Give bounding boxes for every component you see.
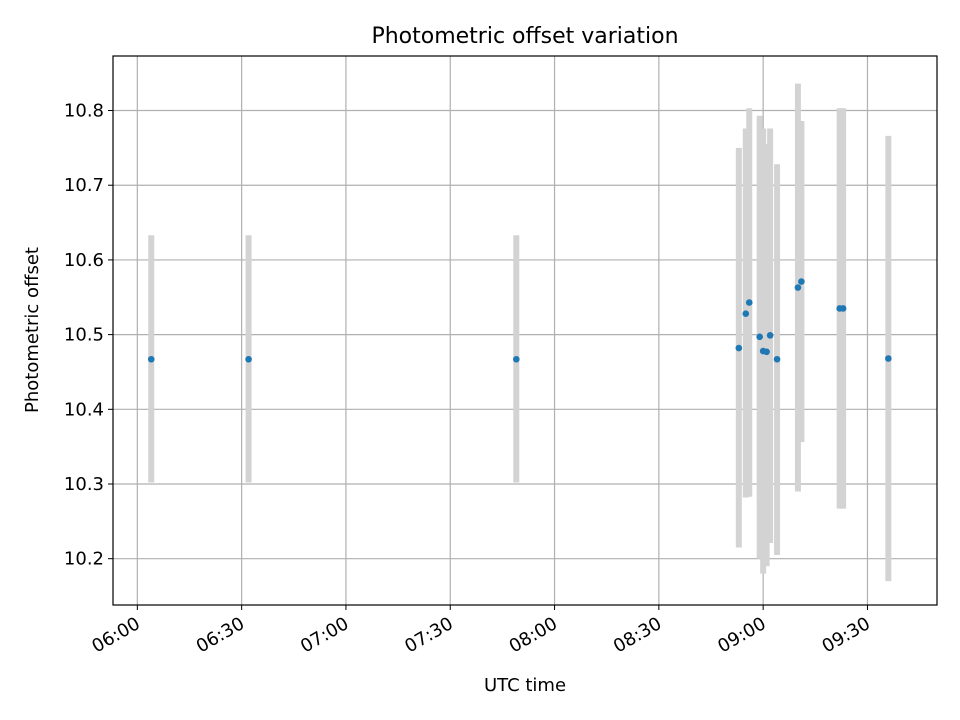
data-point-3 [735,344,743,352]
data-point-15 [885,355,892,362]
data-point-14 [839,305,847,312]
y-tick-label-4: 10.6 [64,250,104,271]
y-tick-label-5: 10.7 [64,175,104,196]
data-point-1 [245,355,252,363]
y-tick-label-3: 10.5 [64,325,104,346]
x-tick-label-6: 09:00 [714,613,769,657]
y-tick-label-1: 10.3 [64,474,104,495]
x-tick-label-2: 07:00 [297,613,352,657]
data-point-2 [513,355,520,363]
y-tick-label-2: 10.4 [64,399,104,420]
data-point-11 [794,284,802,291]
chart-title: Photometric offset variation [371,24,678,49]
y-axis-label: Photometric offset [22,247,43,413]
y-axis-ticks: 10.2 10.3 10.4 10.5 10.6 10.7 10.8 [64,101,113,570]
x-axis-label: UTC time [484,675,566,696]
x-tick-label-0: 06:00 [88,613,143,657]
data-point-12 [798,278,805,285]
data-point-6 [756,333,763,341]
data-point-0 [147,355,155,363]
x-tick-label-4: 08:00 [506,613,561,657]
x-tick-label-1: 06:30 [193,613,248,657]
y-tick-label-6: 10.8 [64,101,104,122]
x-tick-label-3: 07:30 [401,613,456,657]
error-bars [148,83,892,582]
x-tick-label-7: 09:30 [819,613,874,657]
data-point-9 [766,332,774,339]
data-point-8 [763,348,770,356]
plot-frame [112,55,938,606]
x-axis-ticks: 06:00 06:30 07:00 07:30 08:00 08:30 09:00 09:30 [88,605,874,657]
data-point-10 [773,355,781,363]
data-point-4 [742,310,750,317]
x-tick-label-5: 08:30 [610,613,665,657]
data-point-5 [745,299,753,306]
y-tick-label-0: 10.2 [64,549,104,570]
data-points [147,278,892,363]
grid [113,56,937,605]
